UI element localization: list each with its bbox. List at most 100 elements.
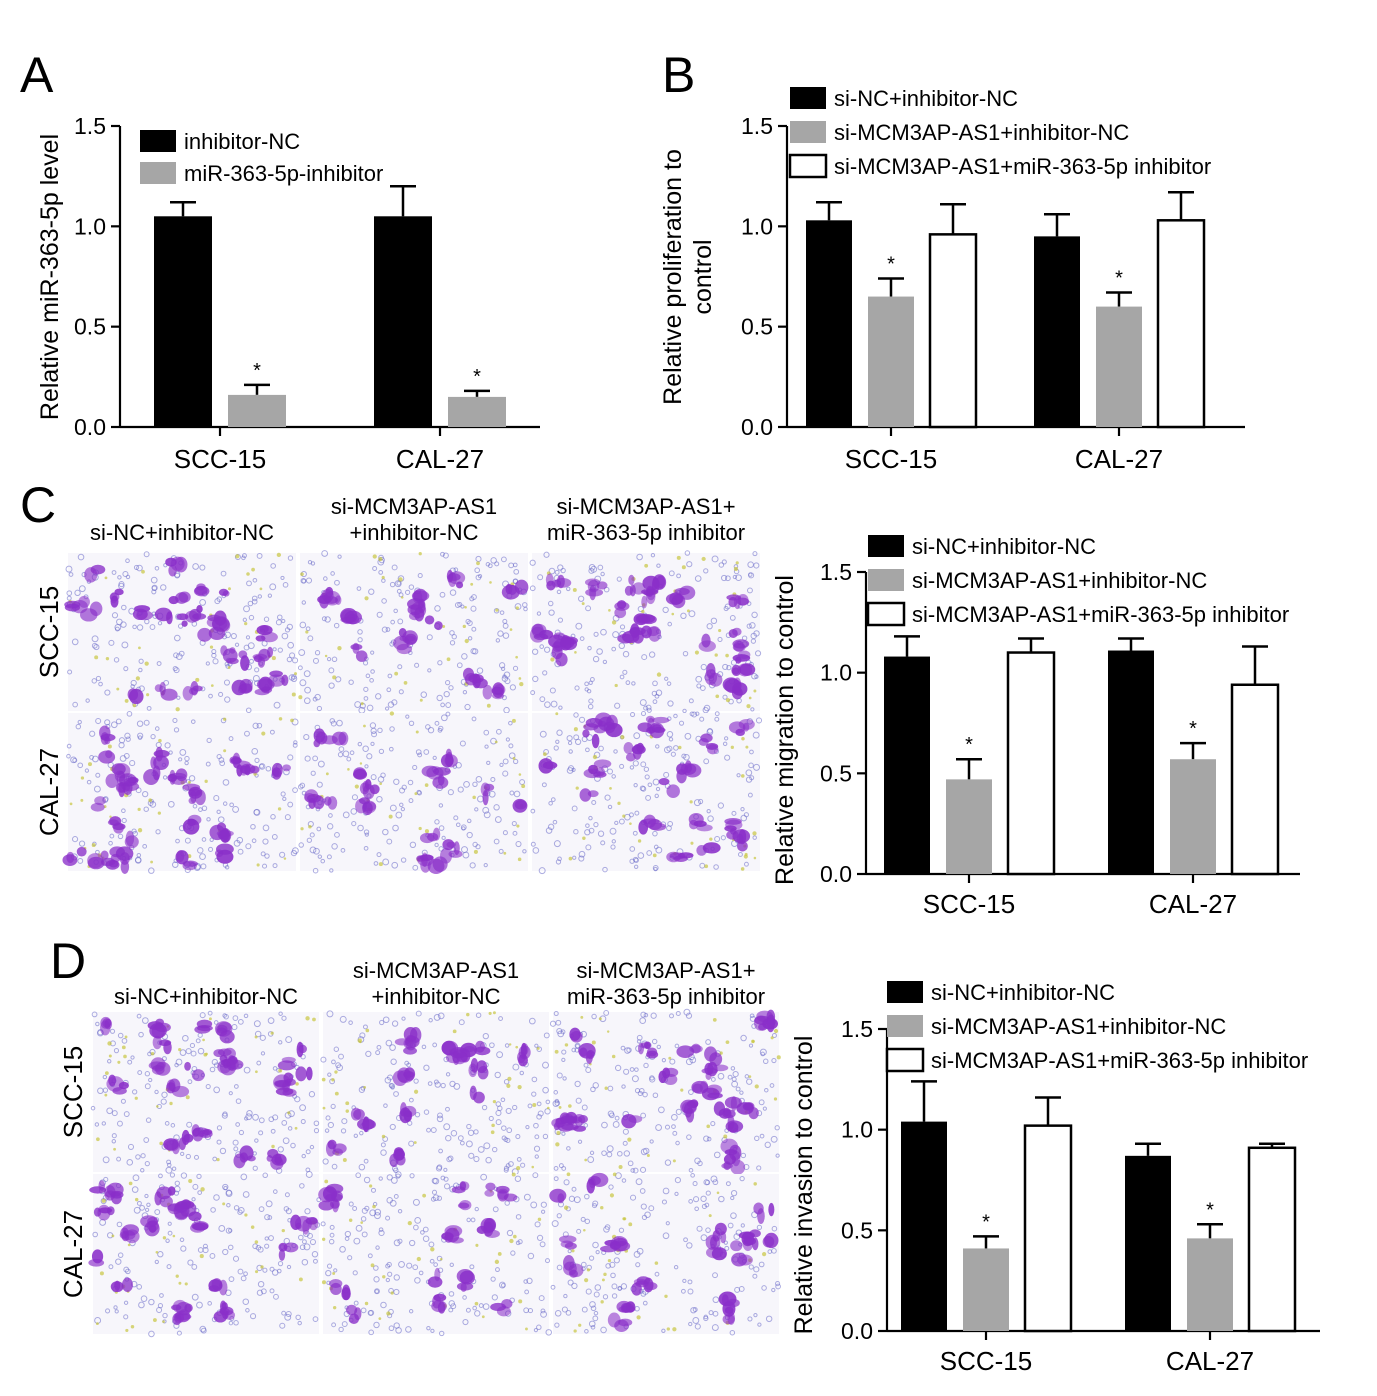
membrane-pore — [703, 1314, 709, 1320]
membrane-pore — [508, 743, 514, 749]
membrane-pore — [364, 1205, 370, 1211]
membrane-pore — [544, 701, 551, 708]
membrane-pore — [644, 1211, 651, 1218]
membrane-pore — [123, 666, 129, 672]
membrane-pore — [138, 658, 144, 664]
membrane-pore — [415, 749, 422, 755]
membrane-pore — [115, 718, 122, 725]
membrane-pore — [593, 1291, 600, 1298]
membrane-pore — [145, 1117, 152, 1123]
debris-speck — [706, 1124, 711, 1129]
stained-cell — [442, 839, 455, 851]
stained-cell — [696, 824, 713, 832]
membrane-pore — [722, 694, 728, 700]
stained-cell — [738, 1231, 755, 1240]
membrane-pore — [762, 1058, 769, 1065]
membrane-pore — [553, 1011, 559, 1017]
membrane-pore — [258, 1130, 264, 1136]
membrane-pore — [730, 1066, 736, 1071]
membrane-pore — [363, 696, 369, 701]
membrane-pore — [635, 1262, 641, 1268]
membrane-pore — [216, 1125, 223, 1131]
membrane-pore — [233, 1205, 240, 1211]
membrane-pore — [548, 567, 556, 575]
membrane-pore — [333, 1268, 338, 1273]
stained-cell — [168, 596, 179, 605]
debris-speck — [581, 602, 585, 606]
membrane-pore — [242, 1191, 250, 1198]
membrane-pore — [377, 727, 383, 734]
membrane-pore — [312, 755, 319, 762]
membrane-pore — [418, 1270, 424, 1276]
membrane-pore — [475, 844, 481, 850]
membrane-pore — [512, 562, 518, 568]
debris-speck — [130, 1324, 135, 1329]
membrane-pore — [526, 1277, 533, 1285]
membrane-pore — [710, 1175, 718, 1183]
membrane-pore — [132, 1089, 138, 1095]
stained-cell — [469, 1085, 477, 1101]
debris-speck — [568, 856, 573, 861]
membrane-pore — [193, 1154, 200, 1160]
debris-speck — [614, 683, 618, 688]
membrane-pore — [727, 1074, 733, 1080]
membrane-pore — [178, 757, 183, 762]
membrane-pore — [368, 1309, 375, 1316]
membrane-pore — [77, 857, 84, 864]
stained-cell — [88, 1258, 105, 1267]
debris-speck — [563, 1205, 569, 1210]
membrane-pore — [398, 1260, 405, 1268]
membrane-pore — [707, 815, 714, 822]
membrane-pore — [383, 1103, 388, 1108]
membrane-pore — [327, 1072, 332, 1077]
membrane-pore — [538, 1295, 545, 1302]
membrane-pore — [127, 1143, 135, 1150]
debris-speck — [347, 768, 350, 771]
membrane-pore — [422, 1226, 429, 1233]
membrane-pore — [222, 1183, 229, 1191]
debris-speck — [94, 655, 99, 660]
membrane-pore — [744, 861, 749, 867]
membrane-pore — [720, 835, 726, 841]
membrane-pore — [240, 1275, 247, 1282]
membrane-pore — [216, 809, 221, 815]
membrane-pore — [368, 1329, 374, 1336]
membrane-pore — [265, 765, 272, 772]
membrane-pore — [236, 836, 244, 844]
stained-cell — [136, 610, 153, 621]
legend-label-b: si-MCM3AP-AS1+inhibitor-NC — [834, 120, 1129, 145]
membrane-pore — [488, 790, 496, 798]
debris-speck — [718, 628, 722, 633]
membrane-pore — [634, 1067, 639, 1072]
membrane-pore — [483, 862, 488, 868]
debris-speck — [671, 612, 675, 616]
membrane-pore — [336, 719, 343, 727]
debris-speck — [521, 784, 526, 789]
debris-speck — [99, 1271, 104, 1276]
membrane-pore — [372, 565, 378, 571]
debris-speck — [294, 1126, 298, 1130]
membrane-pore — [754, 1135, 760, 1142]
membrane-pore — [414, 1277, 421, 1284]
debris-speck — [473, 849, 478, 854]
membrane-pore — [340, 847, 346, 853]
membrane-pore — [313, 1120, 320, 1127]
debris-speck — [260, 1265, 264, 1269]
membrane-pore — [595, 1249, 600, 1255]
membrane-pore — [374, 1212, 381, 1220]
micrograph-image-c — [62, 711, 299, 874]
stained-cell — [176, 613, 189, 621]
membrane-pore — [650, 1012, 657, 1019]
debris-speck — [261, 731, 266, 736]
membrane-pore — [453, 1082, 461, 1090]
debris-speck — [537, 1217, 542, 1222]
membrane-pore — [700, 1195, 707, 1202]
membrane-pore — [632, 1167, 639, 1174]
stained-cell — [175, 850, 189, 865]
stained-cell — [531, 623, 547, 636]
stained-cell — [593, 759, 612, 769]
membrane-pore — [270, 814, 276, 820]
membrane-pore — [500, 1097, 506, 1103]
membrane-pore — [602, 866, 608, 873]
membrane-pore — [498, 1016, 504, 1021]
